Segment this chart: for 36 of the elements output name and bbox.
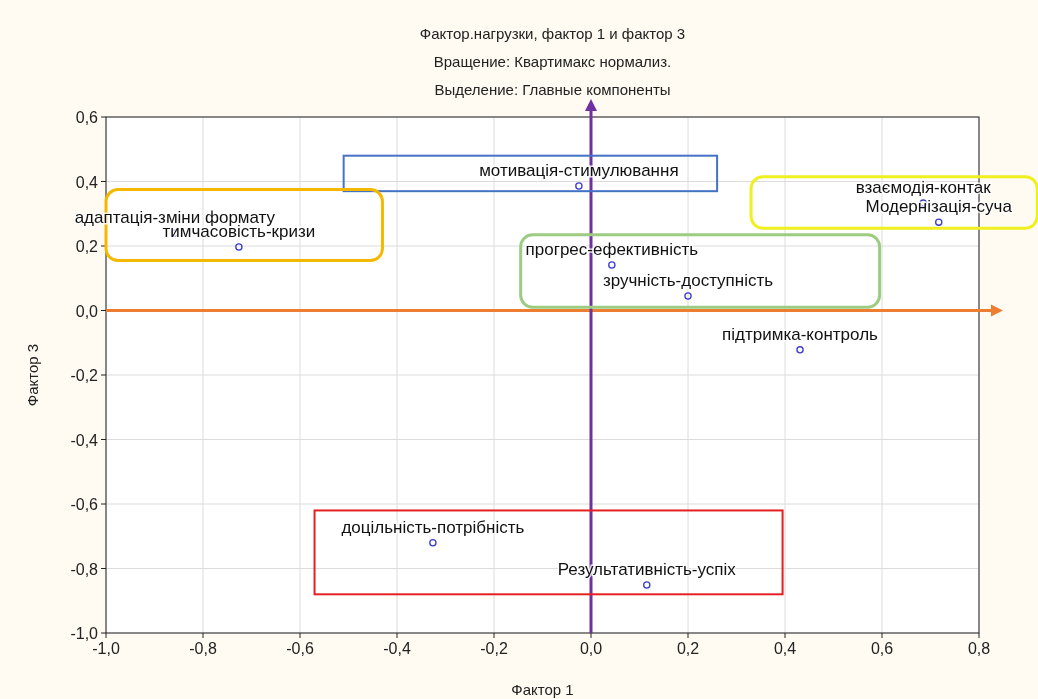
point [935,218,943,226]
point [684,292,692,300]
y-tick-label: 0,6 [75,109,99,126]
chart-title: Фактор.нагрузки, фактор 1 и фактор 3 [419,25,686,42]
point [235,243,243,251]
y-tick-label: -0,4 [70,431,99,449]
y-tick-label: -0,2 [70,367,99,384]
x-tick-label: 0,2 [676,640,700,657]
y-tick-label: 0,2 [75,238,99,255]
y-tick-label: 0,4 [75,173,99,191]
x-tick-label: 0,0 [579,640,603,657]
y-tick-label: 0,0 [75,302,99,320]
y-tick-label: -1,0 [70,625,99,642]
x-tick-label: -0,8 [189,640,217,657]
chart-subtitle: Вращение: Квартимакс нормализ. Выделение: Главные компоненты [433,53,672,98]
point [643,581,651,589]
point [796,346,804,354]
x-tick-label: -1,0 [92,640,120,657]
x-tick-label: -0,6 [286,640,314,657]
annotation: зручність-доступність [602,270,774,290]
annotation: підтримка-контроль [722,324,879,344]
y-tick-label: -0,8 [70,560,99,578]
point [575,182,583,190]
y-tick-label: -0,6 [70,496,99,513]
point [608,261,616,269]
x-tick-label: -0,2 [480,640,508,657]
y-axis-title: Фактор 3 [24,343,41,407]
x-tick-label: 0,4 [773,640,797,657]
annotation: доцільність-потрібність [341,517,525,537]
x-tick-label: 0,6 [870,640,894,657]
point [429,538,437,547]
x-tick-label: 0,8 [967,640,991,657]
annotation: взаємодія-контак [855,178,992,198]
annotation: Модернізація-суча [865,197,1013,217]
x-tick-label: -0,4 [383,640,411,657]
x-axis-title: Фактор 1 [511,681,574,698]
